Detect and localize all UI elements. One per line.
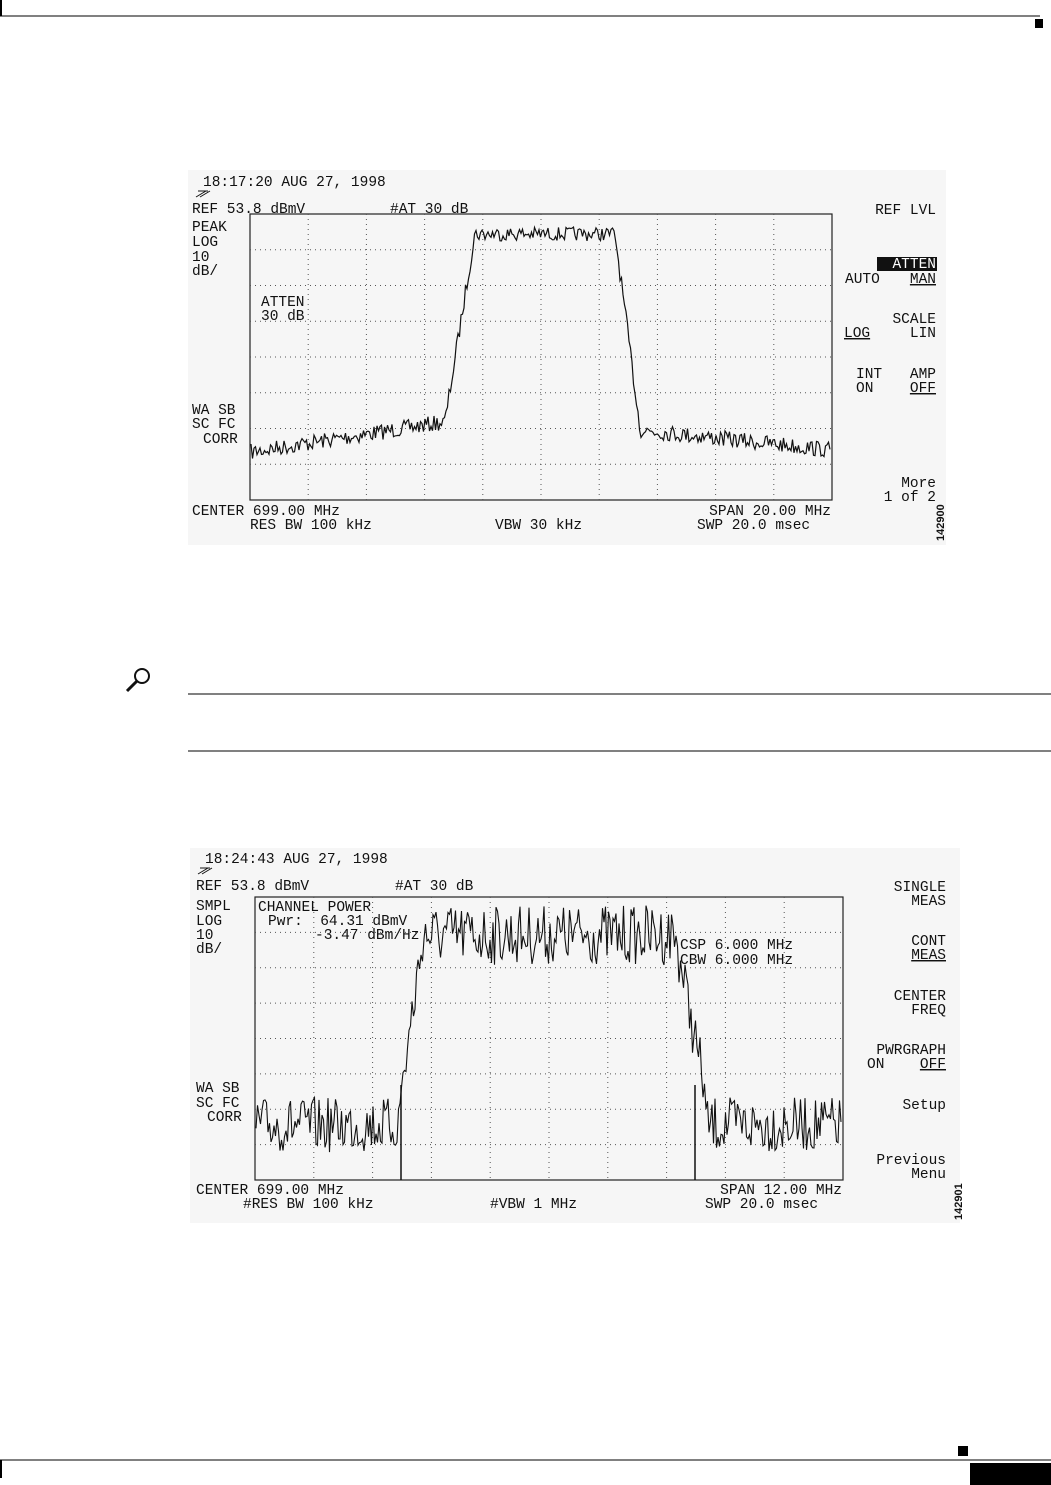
softkey: PWRGRAPH [876,1043,946,1059]
footer-marker [958,1446,968,1456]
correction-label: WA SB [196,1081,240,1097]
softkey: CENTER [894,989,947,1005]
overlay-label: ATTEN [261,295,305,311]
ref-level: REF 53.8 dBmV [192,202,305,218]
ref-level: REF 53.8 dBmV [196,879,309,895]
screen-background [190,848,960,1223]
softkey: SINGLE [894,880,946,896]
center-frequency: CENTER 699.00 MHz [192,504,340,520]
trace [255,905,842,1153]
timestamp: 18:24:43 AUG 27, 1998 [205,852,388,868]
left-label: dB/ [192,264,218,280]
res-bw: RES BW 100 kHz [250,518,372,534]
softkey: OFF [910,381,936,397]
sweep: SWP 20.0 msec [697,518,810,534]
correction-label: SC FC [196,1096,240,1112]
grid [250,214,832,500]
overlay-label: Pwr: 64.31 dBmV [268,914,408,930]
softkey: MEAS [911,894,946,910]
left-label: SMPL [196,899,231,915]
softkey: ON [856,381,873,397]
softkey: Menu [911,1167,946,1183]
timestamp: 18:17:20 AUG 27, 1998 [203,175,386,191]
softkey: AMP [910,367,936,383]
softkey: FREQ [911,1003,946,1019]
softkey-highlight [877,257,937,271]
correction-label: WA SB [192,403,236,419]
footer-tab [970,1463,1051,1485]
softkey: AUTO [845,272,880,288]
softkey: INT [856,367,882,383]
softkey: REF LVL [875,203,936,219]
left-label: 10 [196,928,213,944]
left-label: dB/ [196,942,222,958]
span: SPAN 20.00 MHz [709,504,831,520]
overlay-label: CSP 6.000 MHz [680,938,793,954]
res-bw: #RES BW 100 kHz [243,1197,374,1213]
correction-label: CORR [207,1110,242,1126]
vbw: #VBW 1 MHz [490,1197,577,1213]
logo [195,190,211,198]
logo [197,867,213,875]
grid [255,897,843,1180]
figure-id: 142900 [935,504,947,541]
trace [250,225,831,459]
figure-id: 142901 [953,1183,965,1220]
softkey: Setup [902,1098,946,1114]
span: SPAN 12.00 MHz [720,1183,842,1199]
correction-label: SC FC [192,417,236,433]
left-label: LOG [192,235,218,251]
left-label: LOG [196,914,222,930]
overlay-label: -3.47 dBm/Hz [315,928,419,944]
header-marker [1035,19,1043,28]
overlay-label: CHANNEL POWER [258,900,371,916]
screen-background [188,170,946,545]
correction-label: CORR [203,432,238,448]
softkey: More [901,476,936,492]
softkey: OFF [920,1057,946,1073]
softkey: CONT [911,934,946,950]
vbw: VBW 30 kHz [495,518,582,534]
softkey: 1 of 2 [884,490,936,506]
left-label: PEAK [192,220,227,236]
softkey: ATTEN [892,257,936,273]
softkey: Previous [876,1153,946,1169]
overlay-label: CBW 6.000 MHz [680,953,793,969]
sweep: SWP 20.0 msec [705,1197,818,1213]
softkey: SCALE [892,312,936,328]
softkey: LOG [844,326,870,342]
left-label: 10 [192,250,209,266]
softkey: LIN [910,326,936,342]
softkey: ON [867,1057,884,1073]
overlay-label: 30 dB [261,309,305,325]
tip-icon [125,668,150,693]
attenuation: #AT 30 dB [395,879,474,895]
attenuation: #AT 30 dB [390,202,469,218]
softkey: MAN [910,272,936,288]
softkey: MEAS [911,948,946,964]
center-frequency: CENTER 699.00 MHz [196,1183,344,1199]
